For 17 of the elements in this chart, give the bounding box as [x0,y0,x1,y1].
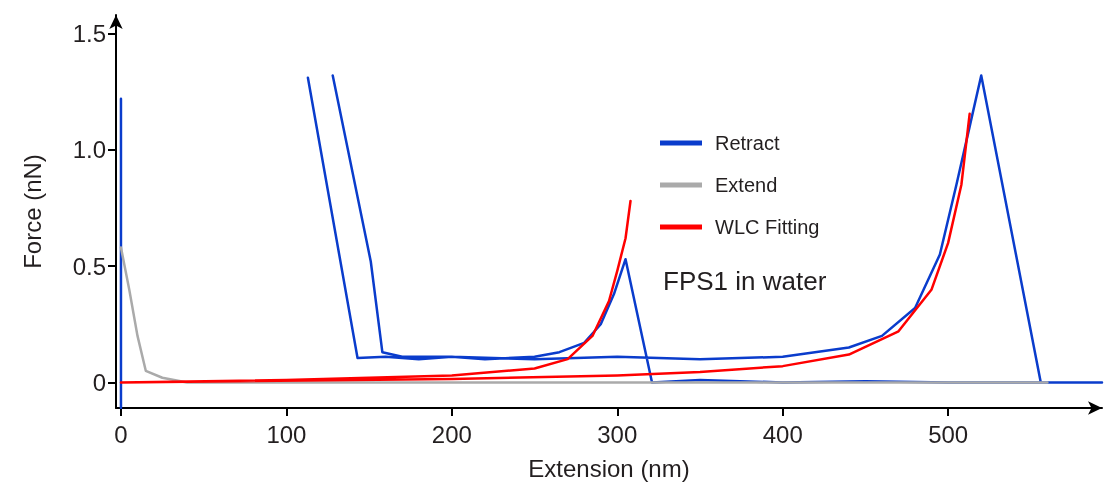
y-tick-label: 0 [92,368,106,396]
y-tick-label: 1.0 [72,136,106,164]
x-tick-label: 500 [928,420,969,448]
legend-label: WLC Fitting [715,216,820,238]
annotation: FPS1 in water [663,266,827,296]
x-axis-title: Extension (nm) [528,454,690,482]
y-tick-label: 0.5 [72,252,106,280]
x-tick-label: 0 [114,420,128,448]
line-series [119,246,1049,384]
x-tick-label: 100 [266,420,307,448]
legend-label: Retract [715,132,780,154]
legend-label: Extend [715,174,778,196]
x-tick-label: 400 [762,420,803,448]
x-tick-label: 200 [431,420,472,448]
y-axis-title: Force (nN) [18,154,46,269]
x-tick-label: 300 [597,420,638,448]
y-tick-label: 1.5 [72,20,106,48]
